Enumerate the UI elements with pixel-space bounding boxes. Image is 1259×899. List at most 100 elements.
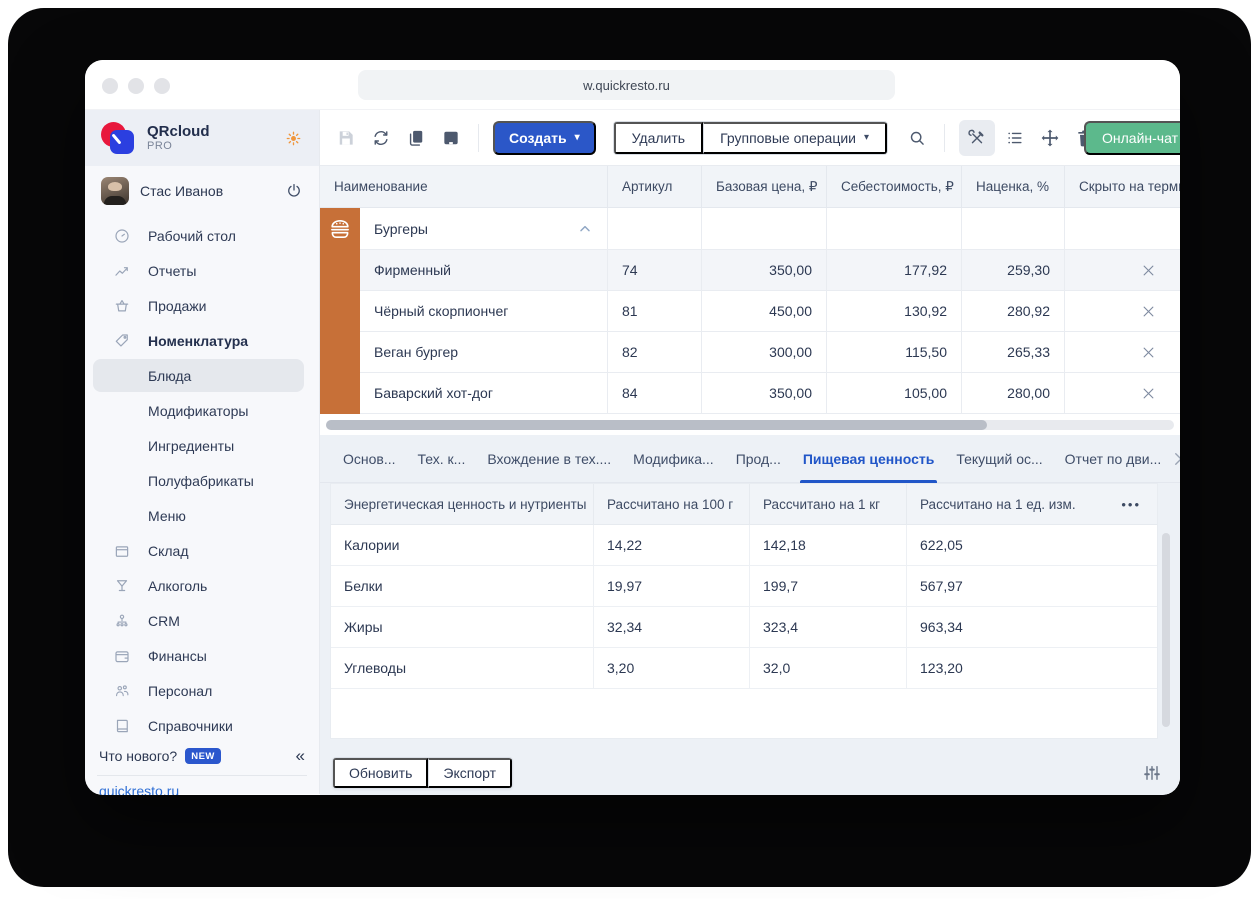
- refresh-icon[interactable]: [371, 128, 391, 148]
- move-icon[interactable]: [1040, 128, 1060, 148]
- caret-down-icon: ▾: [574, 131, 580, 143]
- table-row[interactable]: Баварский хот-дог 84 350,00 105,00 280,0…: [360, 373, 1180, 414]
- spacer: [113, 402, 131, 420]
- sidebar-item-modifiers[interactable]: Модификаторы: [85, 393, 319, 428]
- col-header-sku[interactable]: Артикул: [607, 166, 701, 207]
- horizontal-scrollbar[interactable]: [320, 414, 1180, 435]
- sidebar-item-crm[interactable]: CRM: [85, 603, 319, 638]
- refresh-button[interactable]: Обновить: [333, 757, 429, 788]
- sidebar-item-semifinished[interactable]: Полуфабрикаты: [85, 463, 319, 498]
- export-button[interactable]: Экспорт: [428, 757, 512, 788]
- sidebar-bottom: Что нового? NEW « quickresto.ru: [85, 743, 319, 795]
- tab-movement-report[interactable]: Отчет по дви...: [1064, 450, 1162, 467]
- group-operations-button[interactable]: Групповые операции ▾: [703, 121, 888, 154]
- group-row-burgers[interactable]: Бургеры: [360, 208, 1180, 250]
- sidebar-item-directories[interactable]: Справочники: [85, 708, 319, 743]
- whats-new-row[interactable]: Что нового? NEW «: [99, 746, 305, 765]
- products-table: Наименование Артикул Базовая цена, ₽ Себ…: [320, 166, 1180, 414]
- window-close-button[interactable]: [102, 78, 118, 94]
- sidebar-nav: Рабочий стол Отчеты Продажи Номенклатура: [85, 216, 319, 743]
- sidebar-item-reports[interactable]: Отчеты: [85, 253, 319, 288]
- tab-nutrition[interactable]: Пищевая ценность: [792, 435, 945, 483]
- logo-subtitle: PRO: [147, 140, 173, 153]
- hidden-x-icon[interactable]: [1115, 304, 1154, 319]
- nutrition-row[interactable]: Калории 14,22 142,18 622,05: [331, 525, 1157, 566]
- main-panel: Создать ▾ Удалить Групповые операции ▾: [320, 110, 1180, 795]
- spacer: [113, 367, 131, 385]
- sidebar-item-ingredients[interactable]: Ингредиенты: [85, 428, 319, 463]
- hidden-x-icon[interactable]: [1115, 345, 1154, 360]
- tab-current-stock[interactable]: Текущий ос...: [956, 450, 1043, 467]
- sidebar-item-warehouse[interactable]: Склад: [85, 533, 319, 568]
- sidebar-item-dashboard[interactable]: Рабочий стол: [85, 218, 319, 253]
- terminal-screen-icon[interactable]: [441, 128, 461, 148]
- sidebar-item-dishes[interactable]: Блюда: [85, 358, 319, 393]
- table-row[interactable]: Фирменный 74 350,00 177,92 259,30: [360, 250, 1180, 291]
- spacer: [113, 507, 131, 525]
- footer-button-group: Обновить Экспорт: [332, 756, 513, 789]
- sidebar-item-sales[interactable]: Продажи: [85, 288, 319, 323]
- sidebar-item-finance[interactable]: Финансы: [85, 638, 319, 673]
- group-color-strip: [320, 208, 360, 414]
- collapse-sidebar-icon[interactable]: «: [295, 746, 305, 765]
- tab-main[interactable]: Основ...: [343, 450, 396, 467]
- col-header-per-1kg[interactable]: Рассчитано на 1 кг: [749, 484, 906, 524]
- browser-window: w.quickresto.ru QRcloud PRO: [85, 60, 1180, 795]
- sidebar-item-staff[interactable]: Персонал: [85, 673, 319, 708]
- sidebar-item-nomenclature[interactable]: Номенклатура: [85, 323, 319, 358]
- footer-bar: Обновить Экспорт: [320, 752, 1180, 795]
- vertical-scrollbar-thumb[interactable]: [1162, 533, 1170, 727]
- theme-sun-icon[interactable]: [284, 129, 303, 148]
- toolbar: Создать ▾ Удалить Групповые операции ▾: [320, 110, 1180, 166]
- table-row[interactable]: Веган бургер 82 300,00 115,50 265,33: [360, 332, 1180, 373]
- col-header-base-price[interactable]: Базовая цена, ₽: [701, 166, 826, 207]
- hidden-x-icon[interactable]: [1115, 263, 1154, 278]
- tab-modifiers[interactable]: Модифика...: [633, 450, 714, 467]
- col-header-cost[interactable]: Себестоимость, ₽: [826, 166, 961, 207]
- table-row[interactable]: Чёрный скорпиончег 81 450,00 130,92 280,…: [360, 291, 1180, 332]
- window-zoom-button[interactable]: [154, 78, 170, 94]
- user-row[interactable]: Стас Иванов: [85, 166, 319, 216]
- divider: [944, 123, 946, 152]
- scrollbar-track[interactable]: [326, 419, 1174, 430]
- window-minimize-button[interactable]: [128, 78, 144, 94]
- window-titlebar: w.quickresto.ru: [85, 60, 1180, 110]
- col-header-markup[interactable]: Наценка, %: [961, 166, 1064, 207]
- close-panel-icon[interactable]: [1172, 450, 1180, 468]
- group-name: Бургеры: [374, 220, 428, 237]
- create-button[interactable]: Создать ▾: [493, 120, 596, 155]
- nutrition-row[interactable]: Жиры 32,34 323,4 963,34: [331, 607, 1157, 648]
- tab-tech-inclusion[interactable]: Вхождение в тех....: [487, 450, 612, 467]
- hidden-x-icon[interactable]: [1115, 386, 1154, 401]
- tools-icon: [967, 128, 987, 148]
- quickresto-link[interactable]: quickresto.ru: [99, 783, 180, 795]
- col-header-per-100g[interactable]: Рассчитано на 100 г: [593, 484, 749, 524]
- divider: [97, 775, 307, 776]
- people-icon: [113, 682, 131, 700]
- list-view-icon[interactable]: [1005, 128, 1025, 148]
- search-icon[interactable]: [907, 128, 927, 148]
- delete-button[interactable]: Удалить: [613, 121, 704, 154]
- col-header-hidden[interactable]: Скрыто на терминале: [1064, 166, 1180, 207]
- logout-power-icon[interactable]: [285, 182, 303, 200]
- tools-toggle-active[interactable]: [959, 119, 996, 156]
- copy-icon[interactable]: [406, 128, 426, 148]
- tab-tech-card[interactable]: Тех. к...: [417, 450, 466, 467]
- url-bar[interactable]: w.quickresto.ru: [358, 70, 895, 100]
- chevron-up-icon[interactable]: [577, 221, 593, 237]
- sidebar-item-alcohol[interactable]: Алкоголь: [85, 568, 319, 603]
- nutrition-row[interactable]: Белки 19,97 199,7 567,97: [331, 566, 1157, 607]
- sidebar-item-menu[interactable]: Меню: [85, 498, 319, 533]
- col-header-per-unit[interactable]: Рассчитано на 1 ед. изм. •••: [906, 484, 1157, 524]
- tab-sales[interactable]: Прод...: [735, 450, 781, 467]
- org-chart-icon: [113, 612, 131, 630]
- column-menu-dots-icon[interactable]: •••: [1121, 496, 1141, 512]
- col-header-name[interactable]: Наименование: [334, 179, 428, 194]
- save-icon: [336, 128, 356, 148]
- col-header-nutrients[interactable]: Энергетическая ценность и нутриенты: [344, 496, 587, 512]
- online-chat-button[interactable]: Онлайн-чат: [1084, 121, 1180, 155]
- sales-icon: [113, 297, 131, 315]
- nutrition-row[interactable]: Углеводы 3,20 32,0 123,20: [331, 648, 1157, 689]
- scrollbar-thumb[interactable]: [326, 419, 988, 430]
- column-settings-sliders-icon[interactable]: [1142, 763, 1162, 783]
